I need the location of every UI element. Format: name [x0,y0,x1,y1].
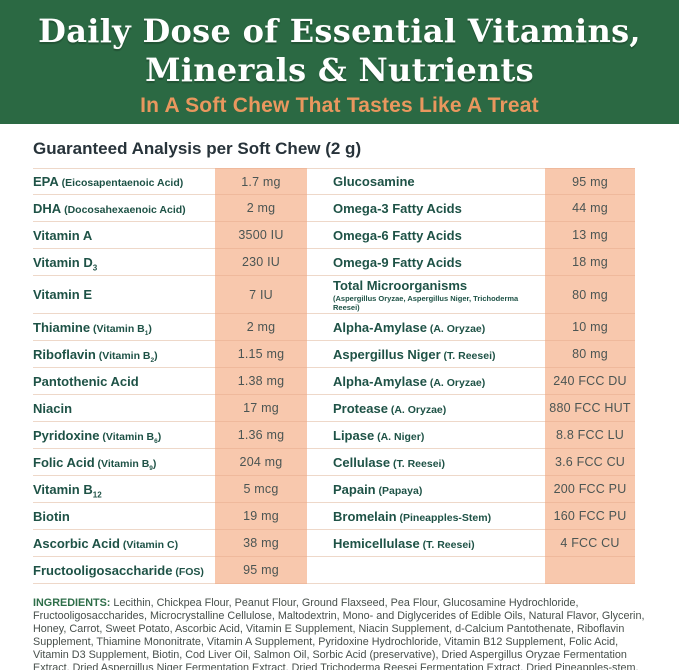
header-banner: Daily Dose of Essential Vitamins, Mineral… [0,0,679,124]
analysis-row: EPA (Eicosapentaenoic Acid) 1.7 mg Glucosa… [33,168,635,195]
analysis-row: Riboflavin (Vitamin B2) 1.15 mg Aspergillu… [33,341,635,368]
nutrient-name: Riboflavin (Vitamin B2) [33,341,215,368]
analysis-row: DHA (Docosahexaenoic Acid) 2 mg Omega-3 Fa… [33,195,635,222]
nutrient-name: Vitamin D3 [33,249,215,276]
analysis-row: Niacin 17 mg Protease (A. Oryzae) 880 FCC H… [33,395,635,422]
analysis-row: Vitamin D3 230 IU Omega-9 Fatty Acids 18 mg [33,249,635,276]
nutrient-name: Omega-3 Fatty Acids [307,195,545,222]
nutrient-value: 17 mg [215,395,307,422]
nutrient-value: 3.6 FCC CU [545,449,635,476]
nutrient-value: 4 FCC CU [545,530,635,557]
page-title: Daily Dose of Essential Vitamins, Mineral… [0,12,679,90]
nutrient-value: 13 mg [545,222,635,249]
nutrient-value: 1.15 mg [215,341,307,368]
nutrient-name: Pantothenic Acid [33,368,215,395]
ingredients-text: Lecithin, Chickpea Flour, Peanut Flour, … [33,597,645,670]
nutrient-value: 1.38 mg [215,368,307,395]
nutrient-name: Pyridoxine (Vitamin B6) [33,422,215,449]
nutrient-value: 230 IU [215,249,307,276]
page-subtitle: In A Soft Chew That Tastes Like A Treat [140,94,539,117]
analysis-row: Fructooligosaccharide (FOS) 95 mg [33,557,635,584]
nutrient-name [307,557,545,584]
nutrient-value: 38 mg [215,530,307,557]
nutrient-name: Alpha-Amylase (A. Oryzae) [307,314,545,341]
nutrient-value: 80 mg [545,341,635,368]
nutrient-value: 95 mg [545,168,635,195]
analysis-row: Pyridoxine (Vitamin B6) 1.36 mg Lipase (A.… [33,422,635,449]
nutrient-value: 80 mg [545,276,635,314]
analysis-row: Biotin 19 mg Bromelain (Pineapples-Stem) 16… [33,503,635,530]
analysis-row: Pantothenic Acid 1.38 mg Alpha-Amylase (A.… [33,368,635,395]
nutrient-name: Glucosamine [307,168,545,195]
analysis-row: Ascorbic Acid (Vitamin C) 38 mg Hemicellul… [33,530,635,557]
analysis-row: Thiamine (Vitamin B1) 2 mg Alpha-Amylase (… [33,314,635,341]
nutrient-value: 880 FCC HUT [545,395,635,422]
title-line-1: Daily Dose of Essential Vitamins, [38,12,641,50]
ingredients-label: INGREDIENTS: [33,597,111,609]
nutrient-value: 18 mg [545,249,635,276]
nutrient-value: 95 mg [215,557,307,584]
nutrient-value: 2 mg [215,314,307,341]
nutrient-name: Lipase (A. Niger) [307,422,545,449]
nutrient-name: Total Microorganisms (Aspergillus Oryzae,… [307,276,545,314]
nutrient-name: Alpha-Amylase (A. Oryzae) [307,368,545,395]
nutrient-note: (Aspergillus Oryzae, Aspergillus Niger, … [333,293,519,312]
nutrient-name: Vitamin A [33,222,215,249]
nutrient-value: 7 IU [215,276,307,314]
analysis-row: Vitamin A 3500 IU Omega-6 Fatty Acids 13 mg [33,222,635,249]
nutrient-value: 5 mcg [215,476,307,503]
nutrient-name: Biotin [33,503,215,530]
nutrient-value: 44 mg [545,195,635,222]
nutrient-name: Fructooligosaccharide (FOS) [33,557,215,584]
nutrient-value: 1.7 mg [215,168,307,195]
content-area: Guaranteed Analysis per Soft Chew (2 g) … [0,139,679,670]
nutrient-value: 204 mg [215,449,307,476]
ingredients-paragraph: INGREDIENTS: Lecithin, Chickpea Flour, P… [33,597,650,670]
nutrient-name: Ascorbic Acid (Vitamin C) [33,530,215,557]
nutrient-name: Hemicellulase (T. Reesei) [307,530,545,557]
nutrient-value: 19 mg [215,503,307,530]
nutrient-name: Aspergillus Niger (T. Reesei) [307,341,545,368]
nutrient-name: Protease (A. Oryzae) [307,395,545,422]
title-line-2: Minerals & Nutrients [145,51,534,89]
nutrient-name: DHA (Docosahexaenoic Acid) [33,195,215,222]
nutrient-value: 10 mg [545,314,635,341]
nutrient-value: 8.8 FCC LU [545,422,635,449]
nutrient-value: 200 FCC PU [545,476,635,503]
nutrient-name: Cellulase (T. Reesei) [307,449,545,476]
nutrient-value: 3500 IU [215,222,307,249]
analysis-row: Vitamin B12 5 mcg Papain (Papaya) 200 FCC P… [33,476,635,503]
nutrient-value: 1.36 mg [215,422,307,449]
nutrient-name: Bromelain (Pineapples-Stem) [307,503,545,530]
nutrient-name: Folic Acid (Vitamin B9) [33,449,215,476]
analysis-row: Folic Acid (Vitamin B9) 204 mg Cellulase (… [33,449,635,476]
nutrient-value: 160 FCC PU [545,503,635,530]
nutrient-name: Omega-6 Fatty Acids [307,222,545,249]
nutrient-name: Niacin [33,395,215,422]
nutrient-name: Papain (Papaya) [307,476,545,503]
nutrient-value: 2 mg [215,195,307,222]
nutrient-name: Vitamin E [33,276,215,314]
analysis-heading: Guaranteed Analysis per Soft Chew (2 g) [33,139,362,158]
nutrient-name: Thiamine (Vitamin B1) [33,314,215,341]
nutrient-value [545,557,635,584]
nutrient-name: Omega-9 Fatty Acids [307,249,545,276]
analysis-table: EPA (Eicosapentaenoic Acid) 1.7 mg Glucosa… [33,168,635,584]
nutrient-name: Vitamin B12 [33,476,215,503]
nutrient-name: EPA (Eicosapentaenoic Acid) [33,168,215,195]
nutrient-value: 240 FCC DU [545,368,635,395]
